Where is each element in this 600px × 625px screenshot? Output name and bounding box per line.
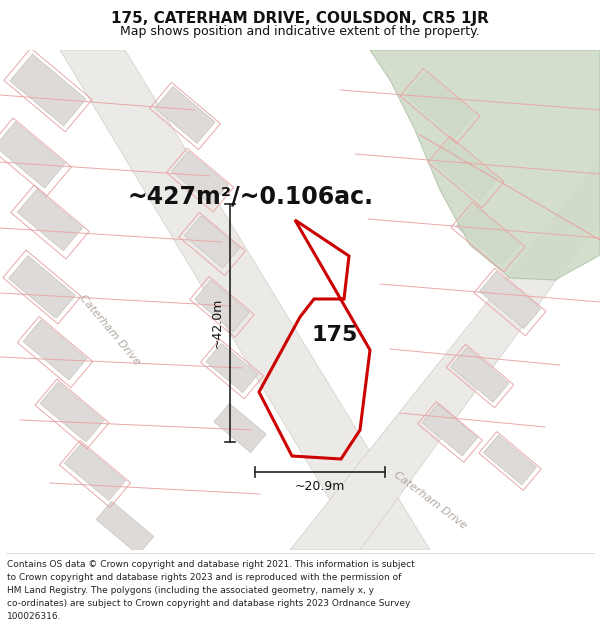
Polygon shape <box>184 216 239 268</box>
Polygon shape <box>172 151 228 204</box>
Text: HM Land Registry. The polygons (including the associated geometry, namely x, y: HM Land Registry. The polygons (includin… <box>7 586 374 595</box>
Text: Caterham Drive: Caterham Drive <box>392 469 469 531</box>
Text: ~20.9m: ~20.9m <box>295 480 345 493</box>
Polygon shape <box>60 50 430 550</box>
Text: Contains OS data © Crown copyright and database right 2021. This information is : Contains OS data © Crown copyright and d… <box>7 560 415 569</box>
Polygon shape <box>479 271 541 329</box>
Text: Caterham Drive: Caterham Drive <box>77 293 142 367</box>
Polygon shape <box>17 189 83 251</box>
Polygon shape <box>10 54 86 126</box>
Polygon shape <box>206 343 258 392</box>
Polygon shape <box>214 403 266 452</box>
Polygon shape <box>432 139 498 201</box>
Polygon shape <box>8 256 76 318</box>
Text: Map shows position and indicative extent of the property.: Map shows position and indicative extent… <box>120 25 480 38</box>
Polygon shape <box>290 160 600 550</box>
Polygon shape <box>406 72 475 138</box>
Polygon shape <box>195 281 249 332</box>
Text: co-ordinates) are subject to Crown copyright and database rights 2023 Ordnance S: co-ordinates) are subject to Crown copyr… <box>7 599 410 608</box>
Text: 175: 175 <box>312 325 358 345</box>
Polygon shape <box>0 122 65 188</box>
Polygon shape <box>96 501 154 555</box>
Text: 175, CATERHAM DRIVE, COULSDON, CR5 1JR: 175, CATERHAM DRIVE, COULSDON, CR5 1JR <box>111 11 489 26</box>
Text: 100026316.: 100026316. <box>7 612 62 621</box>
Text: ~42.0m: ~42.0m <box>211 298 224 348</box>
Polygon shape <box>422 404 478 456</box>
Polygon shape <box>64 443 125 501</box>
Polygon shape <box>451 348 509 403</box>
Polygon shape <box>23 320 87 380</box>
Text: to Crown copyright and database rights 2023 and is reproduced with the permissio: to Crown copyright and database rights 2… <box>7 573 401 582</box>
Polygon shape <box>155 87 215 143</box>
Polygon shape <box>40 382 104 442</box>
Polygon shape <box>370 50 600 280</box>
Text: ~427m²/~0.106ac.: ~427m²/~0.106ac. <box>128 185 374 209</box>
Polygon shape <box>456 205 520 265</box>
Polygon shape <box>484 435 536 485</box>
